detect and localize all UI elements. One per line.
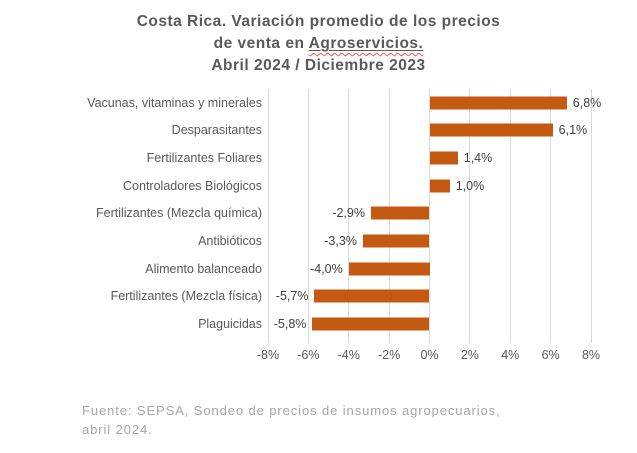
x-tick-label: 6% <box>541 348 560 362</box>
category-label: Controladores Biológicos <box>123 178 262 193</box>
bar <box>429 151 458 165</box>
bar-row: Controladores Biológicos 1,0% <box>0 172 637 200</box>
bar-row: Fertilizantes Foliares 1,4% <box>0 144 637 172</box>
chart-title-line2: de venta en Agroservicios. <box>213 35 424 52</box>
source-note-line2: abril 2024. <box>82 422 153 437</box>
underlined-word: Agroservicios. <box>308 35 424 52</box>
bar-row: Fertilizantes (Mezcla química) -2,9% <box>0 200 637 228</box>
bar <box>348 262 430 276</box>
data-label: 1,0% <box>455 178 485 193</box>
bar-row: Plaguicidas -5,8% <box>0 310 637 338</box>
x-tick-label: 0% <box>420 348 439 362</box>
bar <box>429 123 553 137</box>
axis-tick <box>388 338 390 343</box>
x-tick-label: -8% <box>256 348 280 362</box>
axis-tick <box>509 338 511 343</box>
data-label: 1,4% <box>463 151 493 166</box>
bar <box>312 317 430 331</box>
gridline <box>307 89 309 338</box>
bar-row: Desparasitantes 6,1% <box>0 117 637 145</box>
bar-row: Alimento balanceado -4,0% <box>0 255 637 283</box>
gridline <box>550 89 552 338</box>
axis-tick <box>348 338 350 343</box>
axis-tick <box>307 338 309 343</box>
category-label: Alimento balanceado <box>145 261 262 276</box>
x-tick-label: 8% <box>581 348 601 362</box>
category-label: Fertilizantes (Mezcla química) <box>95 206 262 221</box>
bar <box>314 289 430 303</box>
x-tick-label: -2% <box>378 348 401 362</box>
category-label: Desparasitantes <box>171 123 262 138</box>
gridline <box>469 89 471 338</box>
bar <box>429 96 567 110</box>
axis-tick <box>267 338 269 343</box>
category-label: Antibióticos <box>198 234 262 249</box>
x-tick-label: -6% <box>297 348 320 362</box>
x-tick-label: 4% <box>501 348 520 362</box>
data-label: -4,0% <box>310 261 343 276</box>
gridline <box>590 89 592 338</box>
category-label: Fertilizantes Foliares <box>146 151 262 166</box>
category-label: Fertilizantes (Mezcla física) <box>110 289 262 304</box>
axis-tick <box>550 338 552 343</box>
gridline <box>509 89 511 338</box>
data-label: 6,8% <box>572 95 602 110</box>
data-label: -5,7% <box>275 289 309 304</box>
gridline <box>348 89 350 338</box>
gridline <box>267 89 269 338</box>
axis-tick <box>429 338 430 343</box>
axis-tick <box>469 338 471 343</box>
chart-title-line3: Abril 2024 / Diciembre 2023 <box>211 57 426 74</box>
bar <box>370 206 430 220</box>
data-label: -5,8% <box>273 317 307 332</box>
gridline <box>429 89 430 338</box>
source-note-line1: Fuente: SEPSA, Sondeo de precios de insu… <box>82 403 501 418</box>
bar-row: Vacunas, vitaminas y minerales 6,8% <box>0 89 637 117</box>
axis-tick <box>590 338 592 343</box>
category-label: Plaguicidas <box>198 317 262 332</box>
bar <box>362 234 430 248</box>
data-label: -2,9% <box>332 206 365 221</box>
x-tick-label: -4% <box>337 348 360 362</box>
category-label: Vacunas, vitaminas y minerales <box>87 95 262 110</box>
data-label: 6,1% <box>558 123 588 138</box>
chart-title-line1: Costa Rica. Variación promedio de los pr… <box>136 13 501 30</box>
bar-row: Fertilizantes (Mezcla física) -5,7% <box>0 283 637 311</box>
data-label: -3,3% <box>324 234 357 249</box>
bar-row: Antibióticos -3,3% <box>0 227 637 255</box>
x-tick-label: 2% <box>460 348 479 362</box>
bar <box>429 179 450 193</box>
source-note: Fuente: SEPSA, Sondeo de precios de insu… <box>82 401 501 439</box>
chart-title: Costa Rica. Variación promedio de los pr… <box>0 11 637 77</box>
